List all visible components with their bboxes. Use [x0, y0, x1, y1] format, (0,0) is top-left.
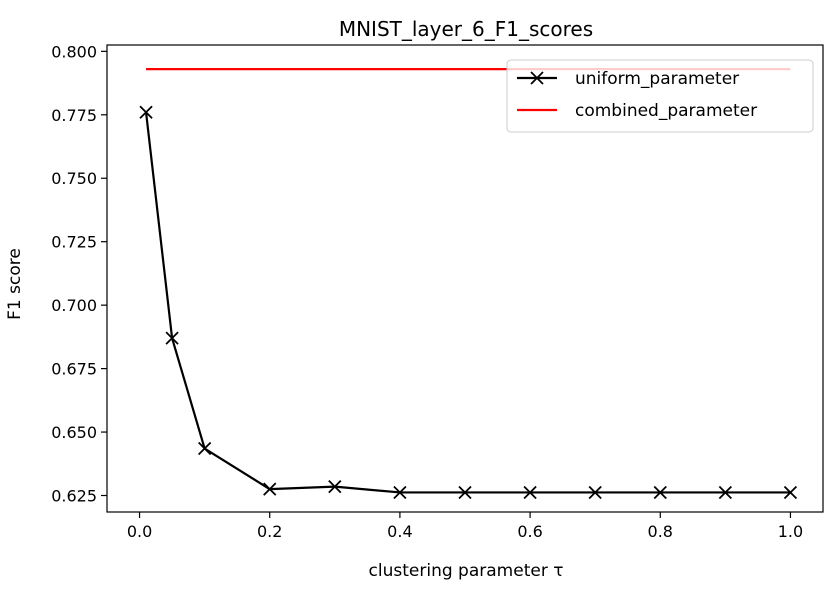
data-point-marker: [139, 105, 153, 119]
data-point-marker: [458, 485, 472, 500]
legend: uniform_parameter combined_parameter: [506, 59, 814, 133]
marker-stroke: [328, 479, 342, 494]
chart-title: MNIST_layer_6_F1_scores: [339, 17, 593, 41]
data-point-marker: [263, 482, 277, 496]
data-point-marker: [328, 479, 342, 494]
marker-stroke: [718, 485, 733, 500]
y-tick-label: 0.650: [51, 423, 97, 442]
x-axis-title: clustering parameter τ: [369, 561, 564, 581]
plot-area: 0.0 0.2 0.4 0.6 0.8 1.0 0.625 0.650 0.675 0.700 0.…: [51, 42, 824, 541]
data-point-marker: [393, 485, 407, 500]
marker-stroke: [458, 485, 472, 500]
data-point-marker: [197, 441, 212, 456]
marker-stroke: [588, 485, 602, 500]
legend-label: uniform_parameter: [575, 69, 739, 89]
x-tick-label: 0.6: [517, 522, 542, 541]
data-point-marker: [783, 485, 798, 500]
y-tick-label: 0.700: [51, 296, 97, 315]
marker-stroke: [165, 331, 179, 345]
data-point-marker: [653, 485, 667, 500]
data-point-marker: [523, 485, 537, 500]
y-tick-label: 0.675: [51, 360, 97, 379]
legend-entry: uniform_parameter: [517, 69, 739, 89]
x-tick-label: 1.0: [778, 522, 803, 541]
marker-stroke: [263, 482, 277, 496]
marker-stroke: [783, 485, 798, 500]
marker-stroke: [139, 105, 153, 119]
y-tick-label: 0.750: [51, 169, 97, 188]
y-tick-label: 0.725: [51, 233, 97, 252]
legend-box: [506, 59, 814, 133]
x-tick-label: 0.4: [387, 522, 412, 541]
axes-frame: [106, 44, 824, 513]
marker-stroke: [653, 485, 667, 500]
marker-stroke: [197, 441, 212, 456]
marker-stroke: [393, 485, 407, 500]
data-point-marker: [588, 485, 602, 500]
data-point-marker: [718, 485, 733, 500]
marker-stroke: [523, 485, 537, 500]
y-axis-title: F1 score: [5, 248, 25, 320]
x-tick-label: 0.0: [127, 522, 152, 541]
x-tick-label: 0.2: [257, 522, 282, 541]
y-tick-label: 0.800: [51, 42, 97, 61]
legend-entry: combined_parameter: [517, 101, 757, 121]
series-line-uniform-parameter: [144, 112, 791, 494]
y-tick-label: 0.775: [51, 106, 97, 125]
legend-label: combined_parameter: [575, 101, 757, 121]
legend-marker: [530, 71, 544, 85]
y-tick-label: 0.625: [51, 487, 97, 506]
x-tick-label: 0.8: [648, 522, 673, 541]
data-point-marker: [165, 331, 179, 345]
